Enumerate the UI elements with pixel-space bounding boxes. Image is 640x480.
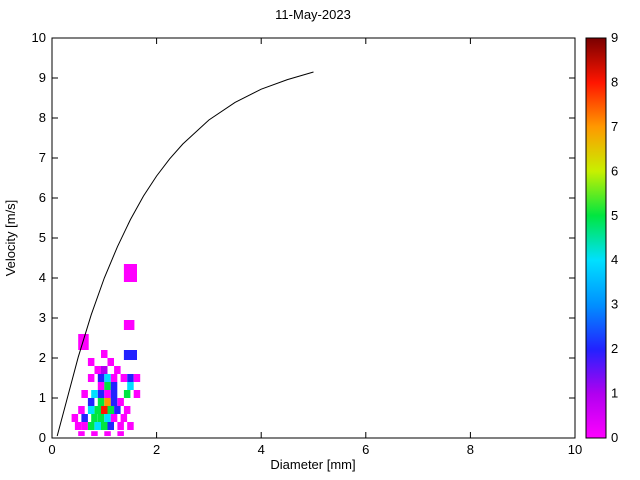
heatmap-cell (110, 374, 118, 382)
heatmap-cell (87, 358, 95, 366)
heatmap-cell (110, 414, 118, 422)
axis-ticks (51, 37, 576, 439)
y-tick-label: 8 (39, 110, 46, 125)
heatmap-cell (123, 350, 137, 360)
y-tick-label: 2 (39, 350, 46, 365)
heatmap-cell (81, 414, 88, 422)
colorbar-tick-label: 9 (611, 30, 618, 45)
heatmap-cell (127, 382, 134, 390)
y-tick-label: 9 (39, 70, 46, 85)
colorbar (585, 37, 607, 439)
heatmap-cell (87, 374, 95, 382)
y-tick-label: 4 (39, 270, 46, 285)
colorbar-tick-label: 7 (611, 119, 618, 134)
x-tick-label: 0 (48, 442, 55, 457)
y-tick-label: 10 (32, 30, 46, 45)
heatmap-cell (78, 406, 85, 414)
y-axis-label: Velocity [m/s] (3, 200, 18, 277)
heatmap-cell (81, 422, 88, 430)
heatmap-cell (78, 431, 85, 436)
x-tick-label: 4 (258, 442, 265, 457)
heatmap-cell (120, 414, 128, 422)
heatmap-cell (97, 382, 105, 390)
heatmap-cell (94, 422, 101, 430)
heatmap-cell (101, 422, 108, 430)
x-axis-label: Diameter [mm] (270, 457, 355, 472)
heatmap-cell (101, 406, 108, 414)
chart-title: 11-May-2023 (275, 7, 351, 22)
y-tick-label: 0 (39, 430, 46, 445)
heatmap-cell (94, 366, 101, 374)
heatmap-cell (97, 374, 105, 382)
heatmap-cell (127, 374, 134, 382)
axis-tick-labels: 0 2 4 6 8 10 0 1 2 3 4 5 6 7 8 9 10 (32, 30, 583, 457)
heatmap-cell (120, 374, 128, 382)
heatmap-cells (71, 264, 141, 436)
heatmap-cell (110, 398, 118, 406)
heatmap-cell (133, 390, 141, 398)
colorbar-tick-label: 8 (611, 74, 618, 89)
heatmap-cell (114, 366, 121, 374)
heatmap-cell (87, 422, 95, 430)
heatmap-cell (104, 398, 111, 406)
heatmap-cell (91, 431, 98, 436)
heatmap-cell (101, 350, 108, 358)
y-tick-label: 6 (39, 190, 46, 205)
heatmap-cell (107, 406, 114, 414)
x-tick-label: 6 (362, 442, 369, 457)
heatmap-cell (123, 406, 131, 414)
colorbar-tick-label: 1 (611, 386, 618, 401)
heatmap-cell (117, 422, 124, 430)
heatmap-cell (97, 390, 105, 398)
x-tick-label: 10 (568, 442, 582, 457)
heatmap-cell (127, 422, 134, 430)
heatmap-cell (123, 320, 135, 330)
heatmap-cell (107, 358, 114, 366)
colorbar-tick-label: 5 (611, 208, 618, 223)
heatmap-cell (110, 390, 118, 398)
heatmap-cell (91, 390, 98, 398)
heatmap-cell (97, 414, 105, 422)
heatmap-cell (74, 422, 82, 430)
colorbar-tick-label: 0 (611, 430, 618, 445)
heatmap-cell (104, 414, 111, 422)
colorbar-tick-label: 3 (611, 297, 618, 312)
y-tick-label: 1 (39, 390, 46, 405)
heatmap-cell (101, 366, 108, 374)
x-tick-label: 2 (153, 442, 160, 457)
heatmap-cell (87, 406, 95, 414)
heatmap-cell (133, 374, 141, 382)
heatmap-cell (123, 264, 137, 282)
terminal-velocity-curve (56, 71, 314, 437)
heatmap-cell (123, 390, 131, 398)
heatmap-cell (104, 431, 111, 436)
heatmap-cell (110, 382, 118, 390)
heatmap-cell (117, 431, 124, 436)
heatmap-cell (81, 390, 88, 398)
x-tick-label: 8 (467, 442, 474, 457)
colorbar-tick-label: 4 (611, 252, 618, 267)
heatmap-cell (91, 414, 98, 422)
y-tick-label: 7 (39, 150, 46, 165)
heatmap-cell (114, 406, 121, 414)
y-tick-label: 5 (39, 230, 46, 245)
y-tick-label: 3 (39, 310, 46, 325)
heatmap-cell (117, 398, 124, 406)
heatmap-cell (94, 406, 101, 414)
heatmap-cell (87, 398, 95, 406)
heatmap-cell (78, 334, 89, 350)
colorbar-tick-label: 2 (611, 341, 618, 356)
heatmap-cell (71, 414, 79, 422)
heatmap-cell (104, 390, 111, 398)
heatmap-cell (104, 382, 111, 390)
colorbar-tick-label: 6 (611, 163, 618, 178)
heatmap-cell (97, 398, 105, 406)
colorbar-tick-labels: 0 1 2 3 4 5 6 7 8 9 (611, 30, 618, 445)
heatmap-cell (107, 422, 114, 430)
heatmap-cell (104, 374, 111, 382)
